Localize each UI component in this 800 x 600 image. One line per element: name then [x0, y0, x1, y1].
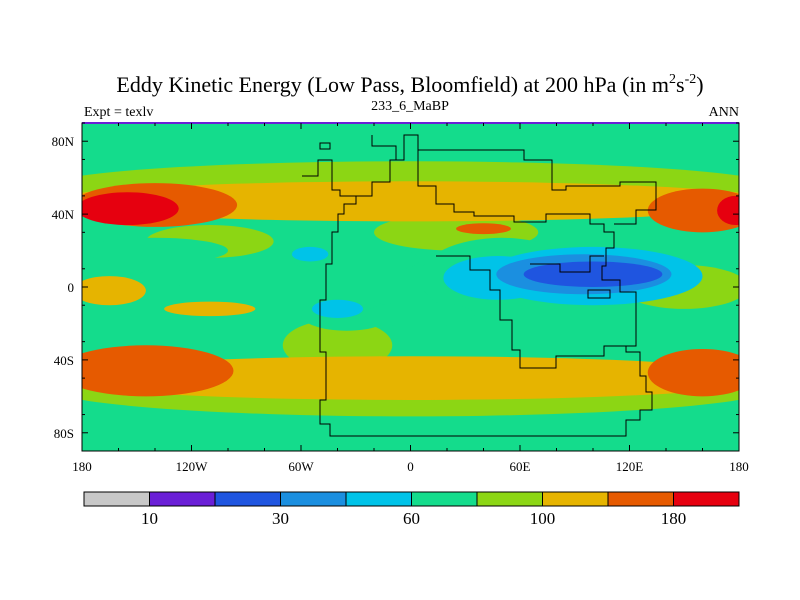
contour-region-16 — [82, 192, 179, 226]
x-tick-label-6: 180 — [729, 459, 749, 474]
continent-outline-east — [417, 135, 657, 225]
plot-area — [82, 123, 739, 451]
y-tick-label-4: 80S — [54, 426, 74, 441]
contour-region-10 — [164, 301, 256, 317]
island-outline — [319, 142, 331, 150]
contour-region-14 — [647, 348, 739, 397]
y-tick-label-2: 0 — [68, 280, 75, 295]
colorbar-swatch-2 — [214, 491, 281, 507]
peninsula-outline — [587, 289, 611, 299]
x-tick-label-5: 120E — [616, 459, 644, 474]
contour-fill-layer — [82, 161, 739, 417]
colorbar-swatch-6 — [476, 491, 543, 507]
contour-region-7 — [82, 181, 739, 222]
greenland-outline — [371, 135, 404, 161]
x-tick-label-2: 60W — [288, 459, 314, 474]
y-axis: 80N 40N 0 40S 80S — [52, 122, 739, 452]
contour-region-6 — [82, 237, 228, 264]
colorbar-swatch-5 — [411, 491, 478, 507]
contour-region-17 — [717, 195, 739, 226]
inner-sea-outline — [530, 255, 604, 273]
colorbar-label-1: 30 — [272, 509, 289, 528]
colorbar-swatch-1 — [149, 491, 216, 507]
contour-region-9 — [82, 276, 146, 306]
y-tick-label-3: 40S — [54, 353, 74, 368]
colorbar: 10 30 60 100 180 — [83, 491, 740, 528]
colorbar-label-4: 180 — [661, 509, 687, 528]
contour-region-25 — [311, 299, 364, 318]
colorbar-swatch-7 — [542, 491, 609, 507]
colorbar-swatch-3 — [280, 491, 347, 507]
x-tick-label-3: 0 — [407, 459, 414, 474]
subtitle-left: Expt = texlv — [84, 105, 153, 120]
y-tick-label-1: 40N — [52, 207, 75, 222]
contour-region-8 — [82, 356, 739, 400]
x-tick-label-1: 120W — [176, 459, 209, 474]
x-tick-label-0: 180 — [72, 459, 92, 474]
colorbar-swatch-4 — [345, 491, 412, 507]
contour-region-15 — [456, 223, 511, 235]
colorbar-label-2: 60 — [403, 509, 420, 528]
chart-title: Eddy Kinetic Energy (Low Pass, Bloomfiel… — [116, 72, 703, 97]
contour-region-22 — [136, 268, 192, 287]
colorbar-label-0: 10 — [141, 509, 158, 528]
northwest-coast-outline — [302, 159, 356, 197]
colorbar-swatch-0 — [83, 491, 150, 507]
contour-region-13 — [82, 345, 234, 397]
map-outline — [302, 134, 657, 437]
contour-region-26 — [291, 246, 329, 262]
colorbar-swatch-9 — [673, 491, 740, 507]
africa-outline — [436, 255, 626, 369]
colorbar-label-3: 100 — [530, 509, 556, 528]
contour-region-28 — [523, 261, 663, 287]
subtitle-center: 233_6_MaBP — [371, 99, 449, 114]
contour-region-21 — [364, 301, 475, 328]
contour-region-12 — [647, 188, 739, 233]
colorbar-swatch-8 — [607, 491, 674, 507]
x-tick-label-4: 60E — [510, 459, 531, 474]
y-tick-label-0: 80N — [52, 134, 75, 149]
subtitle-right: ANN — [709, 105, 739, 120]
continent-outline-main — [319, 134, 653, 437]
